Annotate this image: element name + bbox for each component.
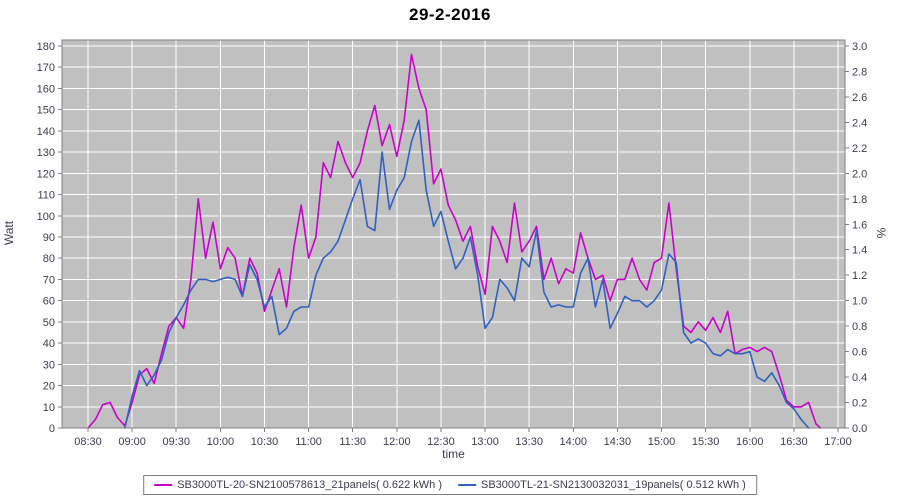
right-tick-label: 2.4 [852,117,867,129]
left-tick-label: 100 [37,211,55,223]
x-tick-label: 16:30 [780,436,808,448]
legend-label: SB3000TL-20-SN2100578613_21panels( 0.622… [177,479,442,491]
left-tick-label: 60 [43,296,55,308]
left-tick-label: 170 [37,62,55,74]
y-axis-label-right: % [874,227,888,239]
chart-title: 29-2-2016 [408,5,491,24]
right-tick-label: 1.6 [852,219,867,231]
left-tick-label: 80 [43,253,55,265]
right-tick-label: 0.6 [852,347,867,359]
x-tick-label: 09:30 [162,436,190,448]
right-tick-label: 3.0 [852,41,867,53]
chart-legend: SB3000TL-20-SN2100578613_21panels( 0.622… [143,475,757,495]
left-tick-label: 120 [37,168,55,180]
left-tick-label: 10 [43,402,55,414]
plot-border [61,39,846,429]
x-tick-label: 11:30 [339,436,366,448]
x-tick-label: 13:00 [471,436,499,448]
left-tick-label: 30 [43,359,55,371]
x-tick-label: 17:00 [824,436,852,448]
right-tick-label: 0.8 [852,321,867,333]
x-tick-label: 15:00 [648,436,676,448]
left-tick-label: 70 [43,274,55,286]
legend-label: SB3000TL-21-SN2130032031_19panels( 0.512… [481,479,746,491]
right-tick-label: 1.0 [852,296,867,308]
right-tick-label: 1.2 [852,270,867,282]
x-tick-label: 16:00 [736,436,764,448]
x-tick-label: 09:00 [118,436,146,448]
left-tick-label: 140 [37,126,55,138]
x-tick-label: 12:30 [427,436,455,448]
left-tick-label: 40 [43,338,55,350]
x-tick-label: 11:00 [295,436,322,448]
right-tick-label: 2.2 [852,143,867,155]
left-tick-label: 160 [37,83,55,95]
x-tick-label: 14:30 [604,436,632,448]
x-tick-label: 14:00 [560,436,588,448]
series-line-1 [124,119,810,429]
right-tick-label: 0.2 [852,398,867,410]
legend-item-0: SB3000TL-20-SN2100578613_21panels( 0.622… [154,479,442,491]
x-tick-label: 15:30 [692,436,720,448]
x-tick-label: 13:30 [515,436,543,448]
right-tick-label: 2.0 [852,168,867,180]
x-tick-label: 10:00 [207,436,235,448]
x-tick-label: 08:30 [74,436,102,448]
left-tick-label: 110 [37,190,55,202]
left-tick-label: 50 [43,317,55,329]
left-tick-label: 90 [43,232,55,244]
right-tick-label: 1.8 [852,194,867,206]
left-tick-label: 180 [37,41,55,53]
plot-area [62,40,845,428]
right-tick-label: 2.8 [852,66,867,78]
legend-line-swatch [154,484,173,486]
right-tick-label: 0.0 [852,423,867,435]
x-axis-label: time [442,447,465,461]
right-tick-label: 0.4 [852,372,867,384]
y-axis-label-left: Watt [2,220,16,246]
left-tick-label: 20 [43,381,55,393]
x-tick-label: 10:30 [251,436,279,448]
legend-item-1: SB3000TL-21-SN2130032031_19panels( 0.512… [458,479,746,491]
series-line-0 [87,53,822,429]
legend-line-swatch [458,484,476,486]
left-tick-label: 130 [37,147,55,159]
left-tick-label: 150 [37,105,55,117]
right-tick-label: 2.6 [852,92,867,104]
right-tick-label: 1.4 [852,245,867,257]
left-tick-label: 0 [49,423,55,435]
x-tick-label: 12:00 [383,436,411,448]
